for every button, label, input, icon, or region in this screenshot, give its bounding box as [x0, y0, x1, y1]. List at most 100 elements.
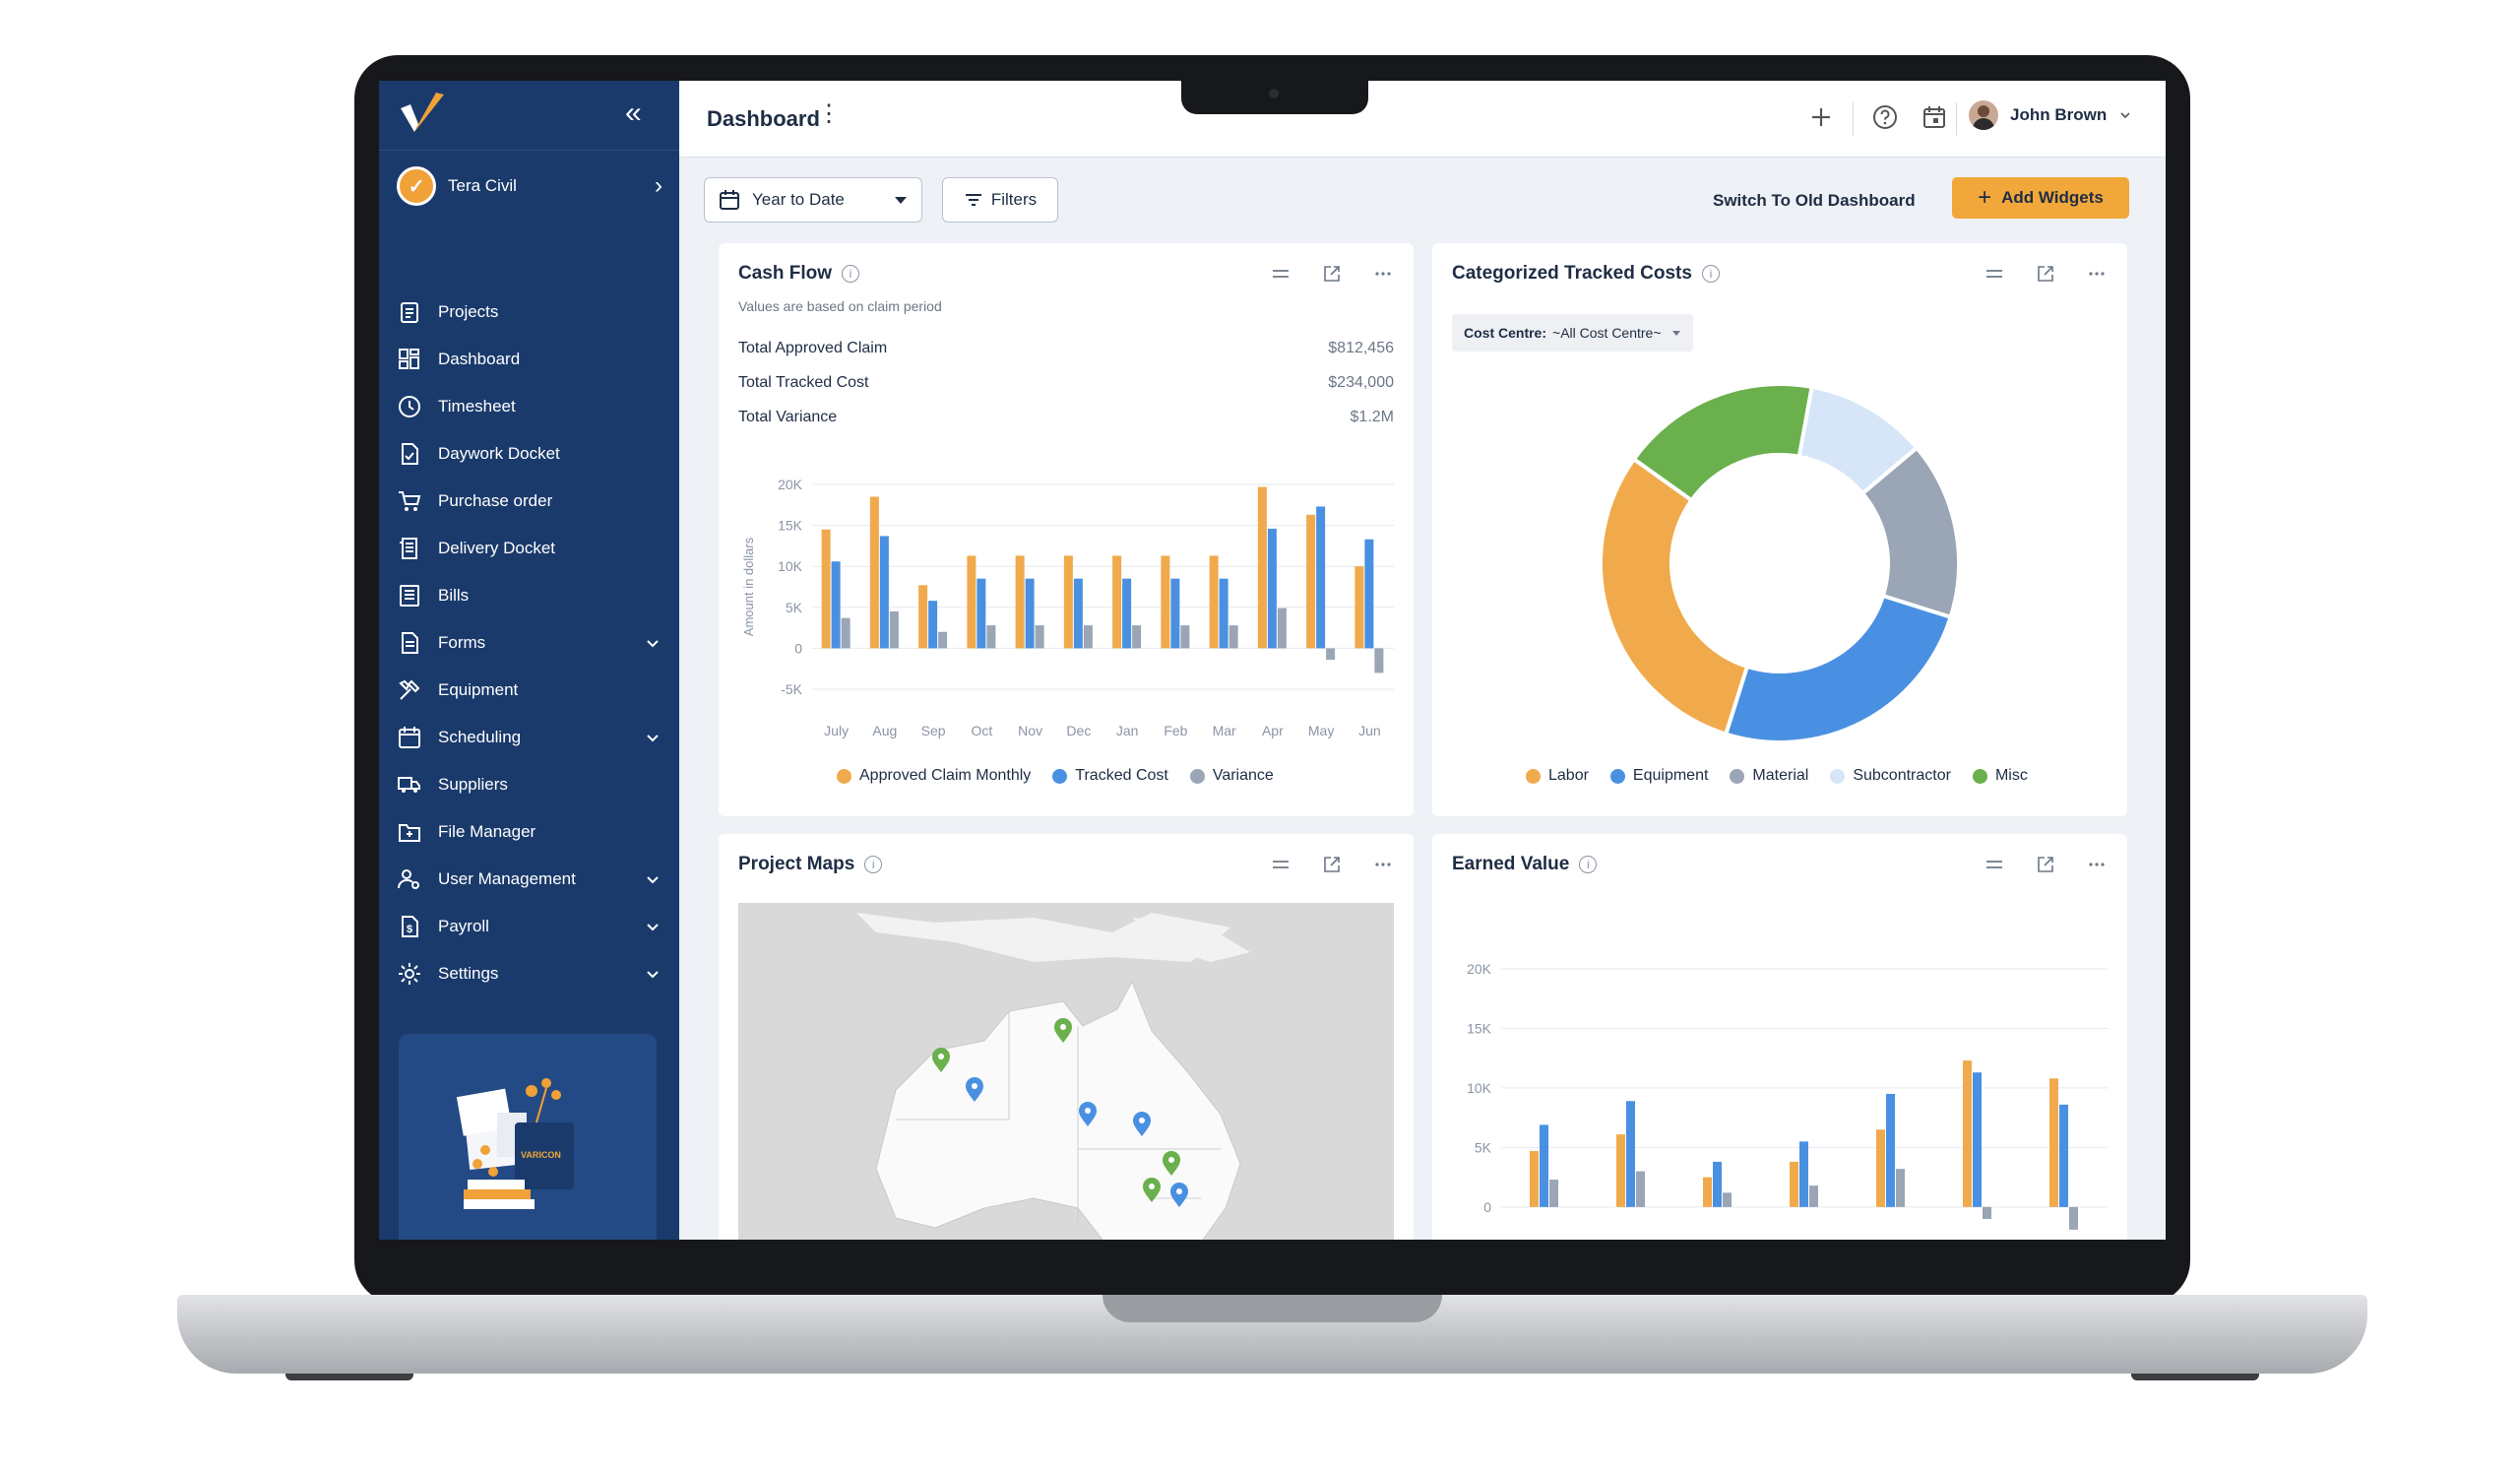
help-icon[interactable]: [1870, 102, 1900, 132]
sidebar-item-equipment[interactable]: Equipment: [397, 666, 662, 715]
legend-item[interactable]: Material: [1730, 767, 1808, 785]
chevron-down-icon: [647, 640, 659, 648]
more-options-icon[interactable]: [2086, 263, 2108, 285]
donut-slice: [1599, 456, 1750, 737]
legend-swatch: [1526, 768, 1541, 784]
switch-old-dashboard-link[interactable]: Switch To Old Dashboard: [1713, 191, 1916, 210]
plus-icon[interactable]: [1806, 102, 1836, 132]
bar: [821, 529, 831, 649]
expand-icon[interactable]: [1321, 854, 1343, 875]
user-menu[interactable]: John Brown: [1969, 100, 2132, 130]
period-select[interactable]: Year to Date: [704, 177, 922, 223]
map-pin-dot: [972, 1083, 977, 1089]
legend-swatch: [1730, 768, 1745, 784]
chevron-down-icon: [647, 924, 659, 931]
calendar-icon[interactable]: [1920, 102, 1949, 132]
sidebar-item-payroll[interactable]: $ Payroll: [397, 902, 662, 951]
y-tick-label: 10K: [778, 558, 803, 574]
x-tick-label: Nov: [1018, 723, 1042, 738]
app-screen: « ✓ Tera Civil › Projects Dashboard Timesh…: [379, 81, 2166, 1240]
sidebar-item-settings[interactable]: Settings: [397, 949, 662, 998]
sidebar-item-projects[interactable]: Projects: [397, 288, 662, 337]
more-options-icon[interactable]: [2086, 854, 2108, 875]
sidebar-item-user-management[interactable]: User Management: [397, 855, 662, 904]
cost-centre-select[interactable]: Cost Centre: ~All Cost Centre~: [1452, 314, 1693, 352]
info-icon[interactable]: i: [1579, 856, 1598, 873]
info-icon[interactable]: i: [864, 856, 883, 873]
x-tick-label: May: [1308, 723, 1334, 738]
legend-item[interactable]: Approved Claim Monthly: [837, 767, 1031, 785]
legend-swatch: [1189, 768, 1205, 784]
bar: [1963, 1060, 1972, 1207]
project-maps-card: Project Maps i: [719, 834, 1414, 1240]
bar: [1973, 1072, 1982, 1207]
expand-icon[interactable]: [1321, 263, 1343, 285]
sidebar-item-bills[interactable]: Bills: [397, 571, 662, 620]
sidebar-item-file-manager[interactable]: File Manager: [397, 807, 662, 857]
project-map[interactable]: [738, 903, 1394, 1240]
y-tick-label: -5K: [781, 681, 802, 697]
card-actions: [1270, 263, 1394, 285]
project-maps-title: Project Maps i: [738, 854, 883, 875]
map-pin-icon: [1163, 1151, 1180, 1176]
map-pin-icon: [1143, 1178, 1161, 1202]
expand-icon[interactable]: [2035, 854, 2056, 875]
sidebar-item-daywork-docket[interactable]: Daywork Docket: [397, 429, 662, 479]
bar: [1723, 1192, 1732, 1207]
legend-item[interactable]: Labor: [1526, 767, 1589, 785]
bar: [1809, 1185, 1818, 1207]
summary-label: Total Approved Claim: [738, 340, 888, 356]
drag-handle-icon[interactable]: [1984, 263, 2005, 285]
bar: [928, 601, 938, 649]
legend-item[interactable]: Subcontractor: [1830, 767, 1951, 785]
sidebar-item-dashboard[interactable]: Dashboard: [397, 335, 662, 384]
bar: [879, 536, 889, 649]
more-options-icon[interactable]: [1372, 263, 1394, 285]
sidebar-item-timesheet[interactable]: Timesheet: [397, 382, 662, 431]
sidebar-item-forms[interactable]: Forms: [397, 618, 662, 668]
legend-item[interactable]: Misc: [1972, 767, 2028, 785]
laptop-foot-right: [2131, 1374, 2259, 1380]
org-switcher[interactable]: ✓ Tera Civil ›: [397, 161, 662, 211]
info-icon[interactable]: i: [1701, 265, 1720, 283]
bar: [1170, 578, 1180, 649]
bar: [1713, 1161, 1722, 1207]
info-icon[interactable]: i: [842, 265, 860, 283]
tracked-costs-card: Categorized Tracked Costs i Cost Centre: …: [1432, 243, 2127, 816]
sidebar-item-delivery-docket[interactable]: Delivery Docket: [397, 524, 662, 573]
file-check-icon: [402, 443, 418, 465]
bar: [986, 625, 996, 649]
collapse-sidebar-icon[interactable]: «: [625, 96, 642, 129]
bar: [1364, 539, 1374, 649]
sidebar-item-label: File Manager: [438, 822, 536, 841]
sidebar-item-scheduling[interactable]: Scheduling: [397, 713, 662, 762]
expand-icon[interactable]: [2035, 263, 2056, 285]
more-options-icon[interactable]: [1372, 854, 1394, 875]
sidebar-item-suppliers[interactable]: Suppliers: [397, 760, 662, 809]
bar: [1083, 625, 1093, 649]
legend-item[interactable]: Equipment: [1609, 767, 1708, 785]
drag-handle-icon[interactable]: [1984, 854, 2005, 875]
map-pin-icon: [1170, 1183, 1188, 1207]
map-pin-dot: [1085, 1108, 1091, 1114]
card-actions: [1984, 854, 2108, 875]
legend-item[interactable]: Tracked Cost: [1052, 767, 1168, 785]
drag-handle-icon[interactable]: [1270, 854, 1292, 875]
x-tick-label: Sep: [921, 723, 946, 738]
y-tick-label: 15K: [1467, 1020, 1492, 1036]
calendar-icon: [720, 190, 739, 210]
bar: [1983, 1206, 1991, 1219]
drag-handle-icon[interactable]: [1270, 263, 1292, 285]
add-widgets-button[interactable]: + Add Widgets: [1952, 177, 2129, 219]
legend-item[interactable]: Variance: [1189, 767, 1274, 785]
sidebar-item-purchase-order[interactable]: Purchase order: [397, 477, 662, 526]
sidebar-item-label: Suppliers: [438, 775, 508, 794]
page-menu-icon[interactable]: ⋮: [817, 100, 841, 127]
sidebar-item-label: Forms: [438, 633, 486, 652]
camera-notch: [1181, 81, 1368, 114]
x-tick-label: Oct: [971, 723, 992, 738]
plus-icon: +: [1978, 184, 1992, 211]
filters-button[interactable]: Filters: [942, 177, 1058, 223]
map-pin-dot: [1139, 1118, 1145, 1123]
x-tick-label: Feb: [1164, 723, 1187, 738]
